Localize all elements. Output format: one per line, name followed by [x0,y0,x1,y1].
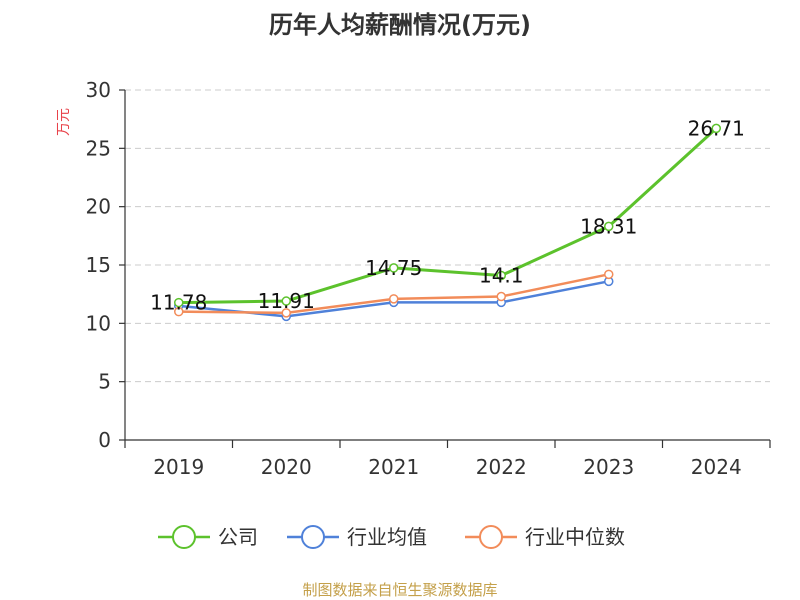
legend-label: 行业均值 [347,525,427,549]
legend-item[interactable]: 行业中位数 [465,525,625,549]
data-point[interactable] [281,308,291,318]
data-point[interactable] [281,296,291,306]
data-point[interactable] [174,297,184,308]
y-tick-label: 25 [86,136,111,160]
legend-label: 行业中位数 [525,525,625,549]
chart-title: 历年人均薪酬情况(万元) [269,11,531,39]
data-point[interactable] [174,306,184,317]
x-tick-label: 2021 [368,455,419,479]
legend-label: 公司 [218,525,258,549]
y-tick-label: 0 [98,428,111,452]
y-tick-label: 20 [86,195,111,219]
grid-lines [125,89,770,383]
data-point[interactable] [496,291,506,302]
source-note: 制图数据来自恒生聚源数据库 [302,581,497,599]
x-tick-label: 2024 [691,455,742,479]
x-tick-label: 2019 [153,455,204,479]
data-label: 26.71 [688,116,745,140]
legend-item[interactable]: 公司 [158,525,258,549]
axes: 0 5 10 15 20 25 30 2019 2020 2021 2022 2023 2024 [86,78,771,479]
legend-marker [479,525,503,549]
x-tick-label: 2022 [476,455,527,479]
data-label: 18.31 [580,214,637,238]
data-point[interactable] [389,263,399,273]
data-label: 14.1 [479,264,524,288]
data-label: 11.78 [150,291,207,315]
x-tick-label: 2020 [261,455,312,479]
legend-marker [301,525,325,549]
x-tick-label: 2023 [583,455,634,479]
data-point[interactable] [496,270,506,281]
data-point[interactable] [389,294,399,304]
y-tick-label: 10 [86,311,111,335]
y-tick-label: 30 [86,78,111,102]
data-label: 11.91 [258,289,315,313]
data-point[interactable] [604,221,614,232]
legend-item[interactable]: 行业均值 [287,525,427,549]
data-point[interactable] [604,269,614,280]
data-label: 14.75 [365,256,422,280]
y-axis-label: 万元 [56,108,72,136]
legend[interactable]: 公司 行业均值 行业中位数 [158,525,625,549]
data-labels: 11.78 11.91 14.75 14.1 18.31 26.71 [150,116,745,314]
data-point[interactable] [711,123,721,134]
legend-marker [172,525,196,549]
y-tick-label: 15 [86,253,111,277]
series [174,123,721,322]
y-tick-label: 5 [98,370,111,394]
series-line-0 [178,127,718,305]
